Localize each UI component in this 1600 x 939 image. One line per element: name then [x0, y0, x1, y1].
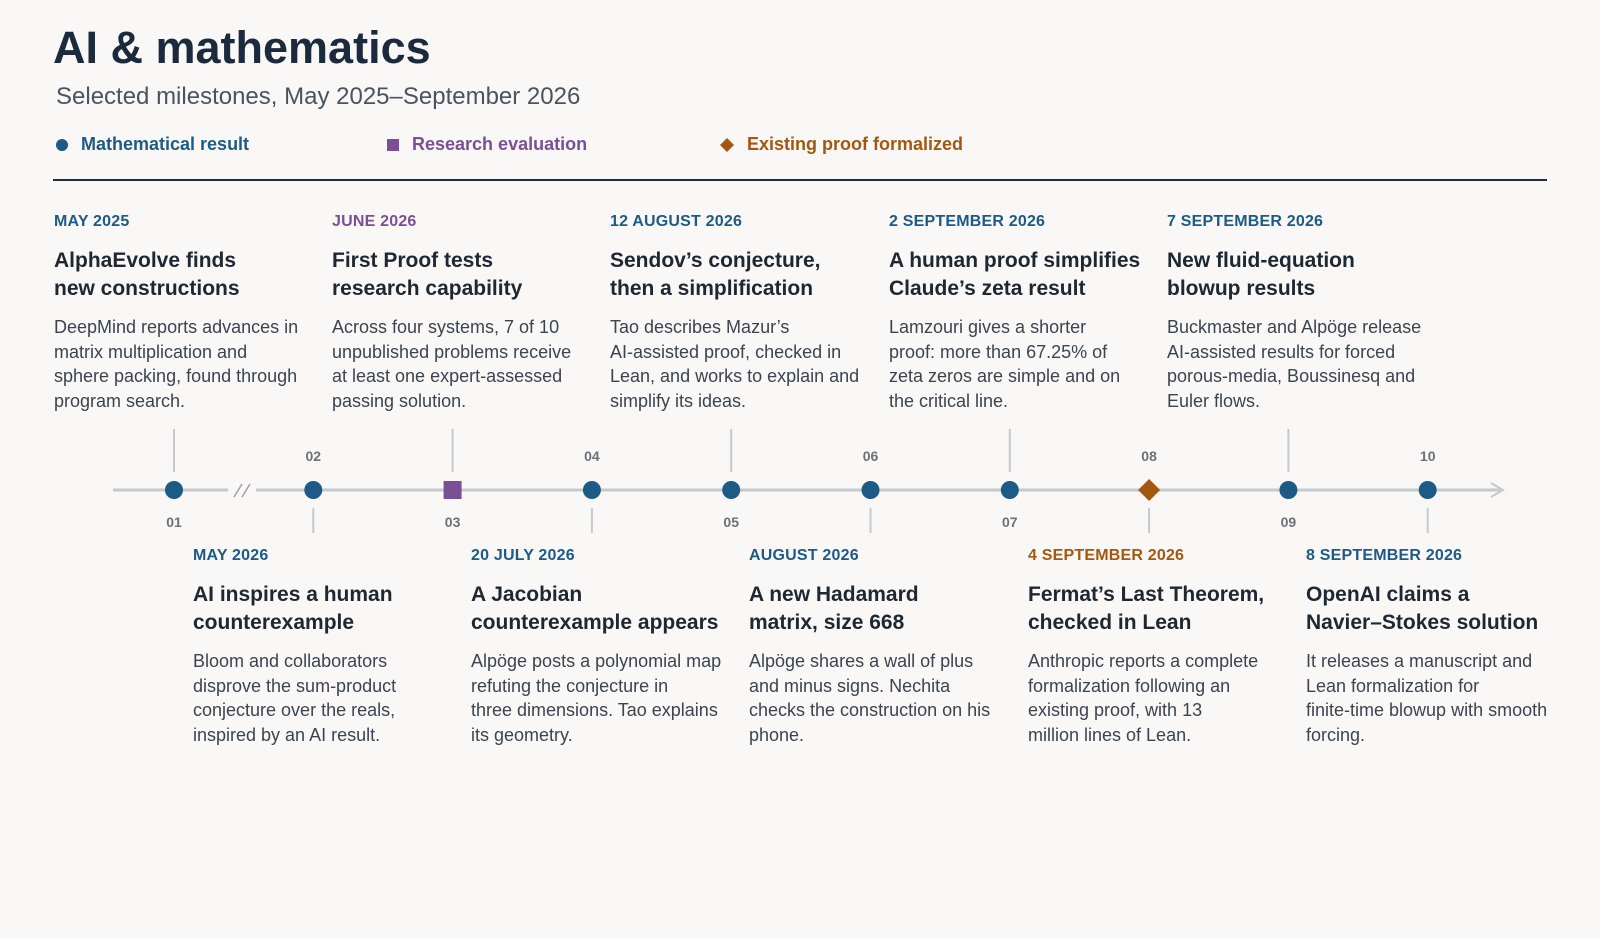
event-index: 05	[723, 514, 739, 530]
event-card-02: MAY 2026 AI inspires a human counterexamp…	[193, 546, 463, 747]
event-index: 09	[1281, 514, 1297, 530]
diamond-marker	[1138, 479, 1161, 501]
event-title: AI inspires a human counterexample	[193, 583, 393, 634]
event-description: Bloom and collaborators disprove the sum-…	[193, 651, 397, 745]
event-description: It releases a manuscript and Lean formali…	[1306, 651, 1548, 745]
event-index: 02	[306, 448, 322, 464]
event-title: A Jacobian counterexample appears	[471, 583, 719, 634]
event-card-01: MAY 2025 AlphaEvolve finds new constructi…	[54, 212, 324, 413]
circle-marker	[1418, 481, 1437, 499]
event-card-10: 8 SEPTEMBER 2026 OpenAI claims a Navier–S…	[1306, 546, 1576, 747]
event-index: 07	[1002, 514, 1018, 530]
event-card-04: 20 JULY 2026 A Jacobian counterexample ap…	[471, 546, 741, 747]
circle-marker	[861, 481, 880, 499]
event-date: JUNE 2026	[332, 213, 417, 230]
event-index: 03	[445, 514, 461, 530]
header-divider	[53, 179, 1547, 181]
event-title: A human proof simplifies Claude’s zeta re…	[889, 249, 1141, 300]
event-title: OpenAI claims a Navier–Stokes solution	[1306, 583, 1539, 634]
event-index: 08	[1141, 448, 1157, 464]
event-card-07: 2 SEPTEMBER 2026 A human proof simplifie…	[889, 212, 1159, 413]
legend-label: Existing proof formalized	[747, 134, 964, 154]
circle-marker	[722, 481, 741, 499]
event-card-05: 12 AUGUST 2026 Sendov’s conjecture, then …	[610, 212, 880, 413]
square-marker-icon	[387, 138, 399, 151]
square-marker	[443, 481, 462, 499]
event-title: AlphaEvolve finds new constructions	[54, 249, 240, 300]
event-card-06: AUGUST 2026 A new Hadamard matrix, size 6…	[749, 546, 1019, 747]
event-description: Alpöge shares a wall of plus and minus si…	[749, 651, 991, 745]
timeline-arrow-icon	[1490, 482, 1505, 498]
circle-marker	[165, 481, 183, 499]
event-date: 4 SEPTEMBER 2026	[1028, 547, 1185, 564]
legend-item-formalized: Existing proof formalized	[719, 134, 963, 155]
event-card-08: 4 SEPTEMBER 2026 Fermat’s Last Theorem, c…	[1028, 546, 1298, 747]
event-index: 01	[166, 514, 182, 530]
timeline-markers: 01 02 03 04 05 06 07 08 09 10	[165, 429, 1437, 533]
event-description: Anthropic reports a complete formalizatio…	[1028, 651, 1259, 745]
event-title: Fermat’s Last Theorem, checked in Lean	[1028, 583, 1265, 634]
page-title: AI & mathematics	[53, 22, 431, 73]
event-index: 10	[1420, 448, 1436, 464]
axis-break-icon	[233, 483, 243, 498]
event-title: Sendov’s conjecture, then a simplificatio…	[610, 249, 821, 300]
event-title: First Proof tests research capability	[332, 249, 523, 300]
event-card-09: 7 SEPTEMBER 2026 New fluid-equation blowu…	[1167, 212, 1437, 413]
legend-item-evaluation: Research evaluation	[386, 134, 587, 155]
event-date: 12 AUGUST 2026	[610, 213, 743, 230]
event-date: 20 JULY 2026	[471, 547, 575, 564]
legend-item-result: Mathematical result	[55, 134, 249, 155]
event-date: 2 SEPTEMBER 2026	[889, 213, 1046, 230]
diamond-marker-icon	[720, 137, 734, 152]
circle-marker	[304, 481, 323, 499]
circle-marker	[582, 481, 601, 499]
event-date: 7 SEPTEMBER 2026	[1167, 213, 1324, 230]
event-index: 04	[584, 448, 600, 464]
event-date: AUGUST 2026	[749, 547, 859, 564]
event-card-03: JUNE 2026 First Proof tests research capa…	[332, 212, 602, 413]
event-description: Lamzouri gives a shorter proof: more than…	[889, 317, 1121, 411]
event-date: MAY 2026	[193, 547, 269, 564]
event-title: New fluid-equation blowup results	[1167, 249, 1355, 300]
page-subtitle: Selected milestones, May 2025–September …	[56, 83, 581, 110]
event-date: 8 SEPTEMBER 2026	[1306, 547, 1463, 564]
event-title: A new Hadamard matrix, size 668	[749, 583, 919, 634]
circle-marker	[1000, 481, 1019, 499]
axis-break-icon	[241, 483, 251, 498]
event-description: Alpöge posts a polynomial map refuting th…	[471, 651, 722, 745]
event-description: Tao describes Mazur’s AI-assisted proof, …	[610, 317, 860, 411]
circle-marker-icon	[56, 138, 68, 151]
circle-marker	[1279, 481, 1298, 499]
legend-label: Mathematical result	[81, 134, 250, 154]
event-description: DeepMind reports advances in matrix multi…	[54, 317, 299, 411]
event-date: MAY 2025	[54, 213, 130, 230]
legend-label: Research evaluation	[412, 134, 588, 154]
event-description: Buckmaster and Alpöge release AI-assisted…	[1167, 317, 1422, 411]
event-description: Across four systems, 7 of 10 unpublished …	[332, 317, 572, 411]
event-index: 06	[863, 448, 879, 464]
